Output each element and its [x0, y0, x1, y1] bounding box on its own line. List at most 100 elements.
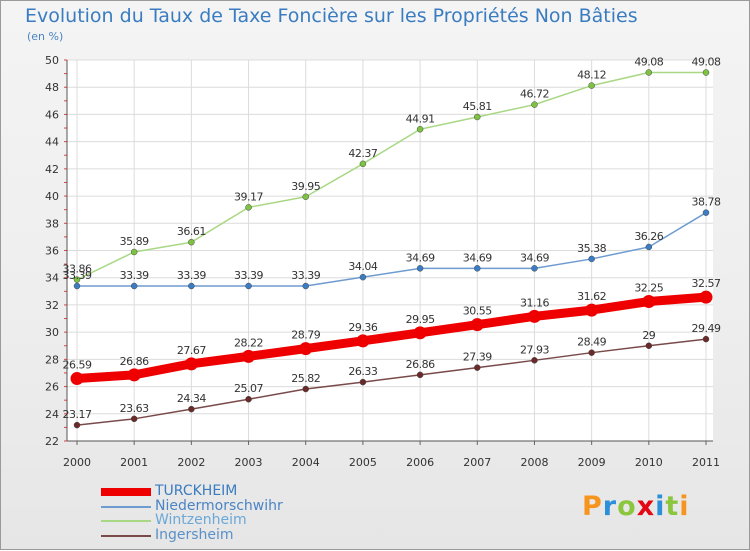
data-point-wintzenheim	[130, 248, 138, 256]
data-point-niedermorschwihr	[531, 265, 538, 272]
data-label-ingersheim: 28.49	[577, 336, 606, 349]
series-line-wintzenheim	[76, 71, 707, 281]
data-label-wintzenheim: 49.08	[634, 56, 663, 69]
data-label-niedermorschwihr: 33.39	[120, 269, 149, 282]
data-point-ingersheim	[645, 342, 653, 349]
data-label-niedermorschwihr: 38.78	[692, 196, 721, 209]
x-tick-label: 2002	[177, 456, 205, 469]
data-point-ingersheim	[416, 371, 424, 379]
x-tick-label: 2005	[349, 456, 377, 469]
data-point-turckheim	[356, 334, 370, 348]
data-point-niedermorschwihr	[73, 282, 81, 290]
data-label-turckheim: 28.22	[234, 336, 263, 349]
data-label-wintzenheim: 49.08	[692, 56, 721, 69]
data-point-wintzenheim	[531, 101, 538, 108]
data-point-wintzenheim	[645, 69, 653, 76]
legend-swatch	[101, 534, 151, 537]
data-point-niedermorschwihr	[130, 282, 138, 290]
data-label-wintzenheim: 39.17	[234, 190, 263, 203]
y-tick-label: 46	[45, 108, 59, 121]
data-point-niedermorschwihr	[416, 265, 424, 272]
data-label-ingersheim: 26.86	[406, 358, 435, 371]
data-label-wintzenheim: 48.12	[577, 69, 606, 82]
data-point-ingersheim	[73, 421, 81, 429]
y-tick-label: 44	[45, 136, 59, 149]
data-point-turckheim	[585, 303, 599, 317]
y-tick-label: 22	[45, 435, 59, 448]
data-point-niedermorschwihr	[245, 282, 252, 290]
data-point-ingersheim	[702, 335, 710, 343]
data-point-ingersheim	[130, 415, 138, 423]
data-label-ingersheim: 29	[642, 329, 655, 342]
y-tick-label: 48	[45, 81, 59, 94]
data-point-ingersheim	[302, 385, 309, 393]
data-label-ingersheim: 27.93	[520, 343, 549, 356]
logo-letter: t	[665, 491, 680, 522]
y-tick-label: 34	[45, 272, 59, 285]
y-tick-label: 26	[45, 381, 59, 394]
data-point-turckheim	[184, 357, 198, 371]
data-point-wintzenheim	[474, 113, 481, 121]
y-tick-label: 42	[45, 163, 59, 176]
data-point-niedermorschwihr	[588, 255, 595, 263]
y-unit-label: (en %)	[27, 30, 64, 43]
data-point-ingersheim	[359, 378, 367, 386]
data-label-ingersheim: 26.33	[348, 365, 377, 378]
logo-letter: i	[655, 491, 666, 522]
data-point-wintzenheim	[302, 193, 309, 201]
proxiti-logo: Proxiti	[582, 491, 690, 522]
data-point-niedermorschwihr	[359, 273, 367, 281]
data-label-niedermorschwihr: 33.39	[63, 269, 92, 282]
x-tick-label: 2011	[692, 456, 720, 469]
x-tick-label: 2003	[235, 456, 263, 469]
logo-letter: r	[602, 491, 618, 522]
data-label-ingersheim: 25.82	[291, 372, 320, 385]
legend-label: Niedermorschwihr	[155, 497, 283, 514]
y-tick-label: 32	[45, 299, 59, 312]
data-label-ingersheim: 27.39	[463, 351, 492, 364]
data-point-niedermorschwihr	[188, 282, 195, 290]
data-point-niedermorschwihr	[302, 282, 309, 290]
legend-label: TURCKHEIM	[155, 483, 238, 499]
data-label-wintzenheim: 36.61	[177, 225, 206, 238]
data-point-ingersheim	[531, 357, 538, 364]
series-line-turckheim	[72, 292, 711, 384]
logo-letter: x	[636, 491, 656, 522]
x-tick-label: 2001	[120, 456, 148, 469]
data-point-turckheim	[527, 309, 541, 323]
data-point-niedermorschwihr	[645, 243, 653, 251]
series-line-ingersheim	[76, 338, 707, 426]
data-label-turckheim: 27.67	[177, 344, 206, 357]
x-tick-label: 2006	[406, 456, 434, 469]
legend-label: Ingersheim	[155, 526, 234, 543]
y-tick-label: 30	[45, 326, 59, 339]
x-tick-label: 2000	[63, 456, 91, 469]
data-label-wintzenheim: 46.72	[520, 88, 549, 101]
series-line-niedermorschwihr	[76, 211, 707, 287]
logo-letter: i	[679, 491, 690, 522]
data-point-wintzenheim	[588, 82, 595, 89]
data-point-turckheim	[413, 326, 427, 340]
legend-item-turckheim: TURCKHEIM	[101, 483, 331, 500]
legend-swatch	[101, 520, 151, 522]
data-label-ingersheim: 25.07	[234, 382, 263, 395]
legend-swatch	[101, 488, 151, 496]
data-point-ingersheim	[474, 364, 481, 371]
data-label-turckheim: 26.86	[120, 355, 149, 368]
x-tick-label: 2008	[520, 456, 548, 469]
y-tick-label: 38	[45, 217, 59, 230]
data-label-turckheim: 29.36	[348, 321, 377, 334]
data-label-niedermorschwihr: 33.39	[234, 269, 263, 282]
data-label-ingersheim: 23.17	[63, 408, 92, 421]
data-label-turckheim: 26.59	[63, 359, 92, 372]
data-label-turckheim: 31.16	[520, 296, 549, 309]
data-label-turckheim: 32.25	[634, 282, 663, 295]
data-point-wintzenheim	[73, 276, 81, 283]
data-point-ingersheim	[588, 349, 595, 356]
data-label-niedermorschwihr: 34.69	[463, 251, 492, 264]
data-label-niedermorschwihr: 35.38	[577, 242, 606, 255]
data-point-turckheim	[699, 290, 713, 304]
legend-swatch	[101, 505, 151, 508]
data-point-wintzenheim	[359, 160, 367, 168]
logo-letter: o	[617, 491, 637, 522]
